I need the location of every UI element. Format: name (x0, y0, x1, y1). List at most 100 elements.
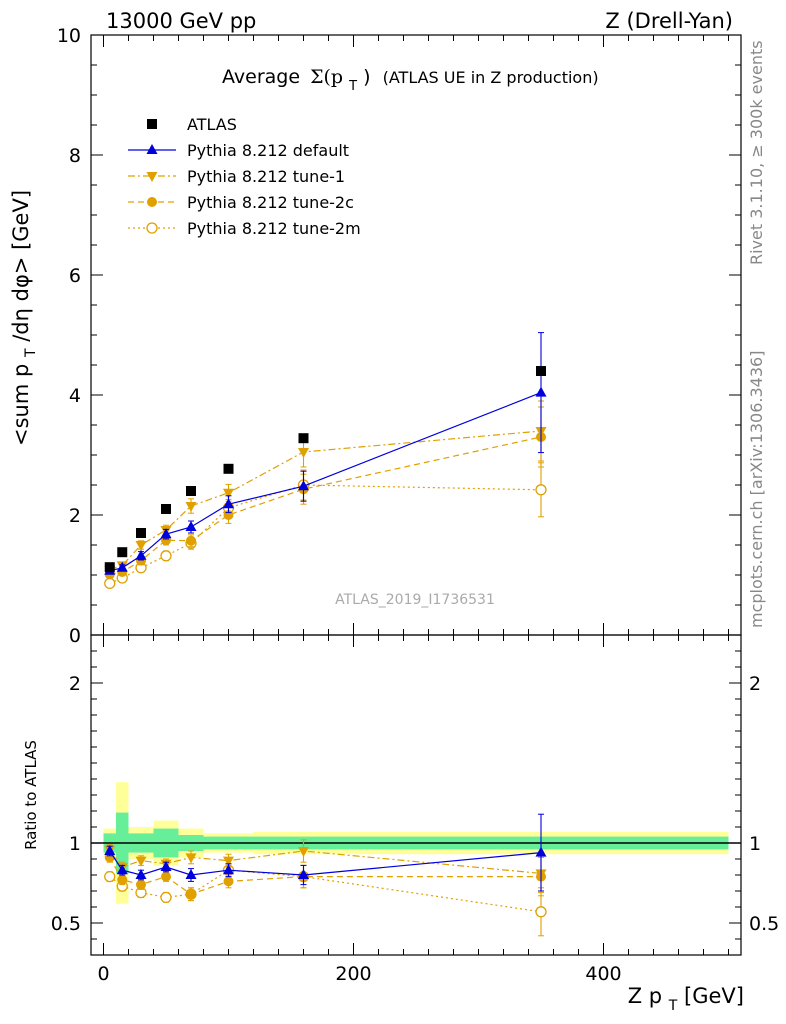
ratio-point-default (116, 864, 128, 875)
main-point-default (135, 549, 147, 560)
legend-marker-data (147, 119, 157, 129)
main-point-tune2m (104, 577, 116, 590)
ratio-y-tick-label-left: 0.5 (51, 913, 81, 935)
ratio-uncertainty-bands (91, 782, 741, 904)
ratio-y-tick-label-right: 2 (749, 673, 761, 695)
main-point-default (160, 528, 172, 539)
y-tick-label: 4 (69, 385, 81, 407)
y-tick-label: 6 (69, 265, 81, 287)
ratio-series-layer (104, 813, 547, 937)
main-point-data (298, 433, 309, 444)
main-point-data (161, 504, 171, 514)
main-series-default (104, 332, 547, 575)
title-close: ) (363, 66, 370, 88)
ratio-point-tune2c (186, 889, 196, 900)
ratio-point-tune2c (136, 879, 146, 890)
xlabel-part-1: Z p (628, 984, 662, 1008)
main-point-tune1 (135, 541, 147, 551)
ratio-point-default (223, 864, 234, 875)
xlabel-sub: T (668, 998, 678, 1014)
main-point-default (185, 521, 197, 531)
xlabel-part-2: [GeV] (684, 984, 744, 1008)
y-tick-label: 2 (69, 505, 81, 527)
main-point-tune1 (298, 448, 309, 458)
main-line-tune2m (109, 484, 542, 584)
ratio-point-tune1 (223, 856, 234, 867)
ratio-series-tune2m (104, 863, 547, 937)
main-point-data (186, 486, 196, 496)
mcplots-label: mcplots.cern.ch [arXiv:1306.3436] (747, 351, 766, 628)
ratio-point-tune1 (135, 856, 147, 867)
legend-item-default: Pythia 8.212 default (128, 141, 349, 160)
ylabel-part-1: <sum p (9, 364, 33, 446)
ratio-point-default (135, 869, 147, 879)
legend-label-data: ATLAS (187, 115, 237, 134)
title-average: Average (222, 66, 300, 88)
legend-label-tune1: Pythia 8.212 tune-1 (187, 167, 345, 186)
title-sub: T (348, 79, 357, 94)
main-point-tune2m (160, 550, 172, 562)
main-title: Average Σ(p T ) (ATLAS UE in Z productio… (222, 66, 599, 95)
axes-ticks: 0 2 4 6 8 10 0 200 400 0.5 0.5 1 1 2 2 (51, 25, 779, 985)
ratio-point-tune2c (223, 876, 234, 887)
ratio-y-tick-label-left: 1 (69, 833, 81, 855)
ratio-point-default (298, 869, 309, 879)
ratio-point-default (160, 861, 172, 871)
legend: ATLAS Pythia 8.212 default Pythia 8.212 tu… (128, 115, 361, 238)
main-point-default (535, 386, 547, 397)
main-series-layer (104, 332, 547, 590)
title-rest: (ATLAS UE in Z production) (383, 68, 599, 87)
ratio-point-default (185, 869, 197, 879)
legend-item-tune2m: Pythia 8.212 tune-2m (128, 219, 361, 238)
ratio-point-tune2m (535, 906, 547, 918)
ratio-series-default (104, 813, 547, 892)
ratio-y-tick-label-left: 2 (69, 673, 81, 695)
legend-item-tune2c: Pythia 8.212 tune-2c (128, 193, 354, 212)
y-tick-label: 8 (69, 145, 81, 167)
main-point-default (116, 561, 128, 572)
main-series-data (104, 366, 546, 573)
ratio-y-tick-label-right: 0.5 (749, 913, 779, 935)
y-axis-label: <sum p T /dη dφ> [GeV] (9, 190, 40, 446)
ratio-point-tune2c (117, 874, 128, 885)
main-point-tune2c (186, 535, 196, 546)
main-point-data (104, 562, 115, 573)
ratio-point-tune2c (161, 871, 171, 882)
header-left: 13000 GeV pp (106, 9, 256, 33)
ratio-point-tune1 (185, 853, 197, 864)
rivet-label: Rivet 3.1.10, ≥ 300k events (747, 40, 766, 265)
legend-marker-tune2c (147, 197, 157, 207)
ratio-y-tick-label-right: 1 (749, 833, 761, 855)
x-tick-label: 400 (585, 963, 621, 985)
legend-label-tune2m: Pythia 8.212 tune-2m (187, 219, 361, 238)
main-line-default (109, 392, 542, 572)
ratio-line-tune2c (109, 857, 541, 895)
legend-marker-default (146, 144, 158, 154)
ratio-point-tune2m (104, 870, 116, 883)
ratio-y-axis-label: Ratio to ATLAS (22, 740, 40, 850)
ratio-line-tune2m (109, 869, 542, 913)
y-tick-label: 10 (57, 25, 81, 47)
x-tick-label: 200 (335, 963, 371, 985)
legend-item-data: ATLAS (147, 115, 237, 134)
main-point-data (117, 547, 128, 558)
legend-marker-tune1 (146, 172, 158, 182)
analysis-watermark: ATLAS_2019_I1736531 (335, 592, 495, 608)
main-point-data (536, 366, 546, 376)
ratio-point-tune2m (160, 891, 172, 904)
main-line-tune2c (109, 436, 542, 575)
main-point-tune1 (185, 502, 197, 512)
main-series-tune1 (104, 400, 547, 576)
main-point-default (298, 480, 309, 491)
header-right: Z (Drell-Yan) (605, 9, 733, 33)
legend-label-default: Pythia 8.212 default (187, 141, 349, 160)
ratio-plot-frame (90, 634, 742, 956)
legend-label-tune2c: Pythia 8.212 tune-2c (187, 193, 354, 212)
title-sigma: Σ(p (310, 66, 343, 88)
ratio-line-tune1 (109, 849, 542, 874)
main-point-data (223, 463, 234, 474)
y-tick-label: 0 (69, 625, 81, 647)
main-point-data (136, 528, 146, 538)
ylabel-part-2: /dη dφ> [GeV] (9, 190, 33, 342)
